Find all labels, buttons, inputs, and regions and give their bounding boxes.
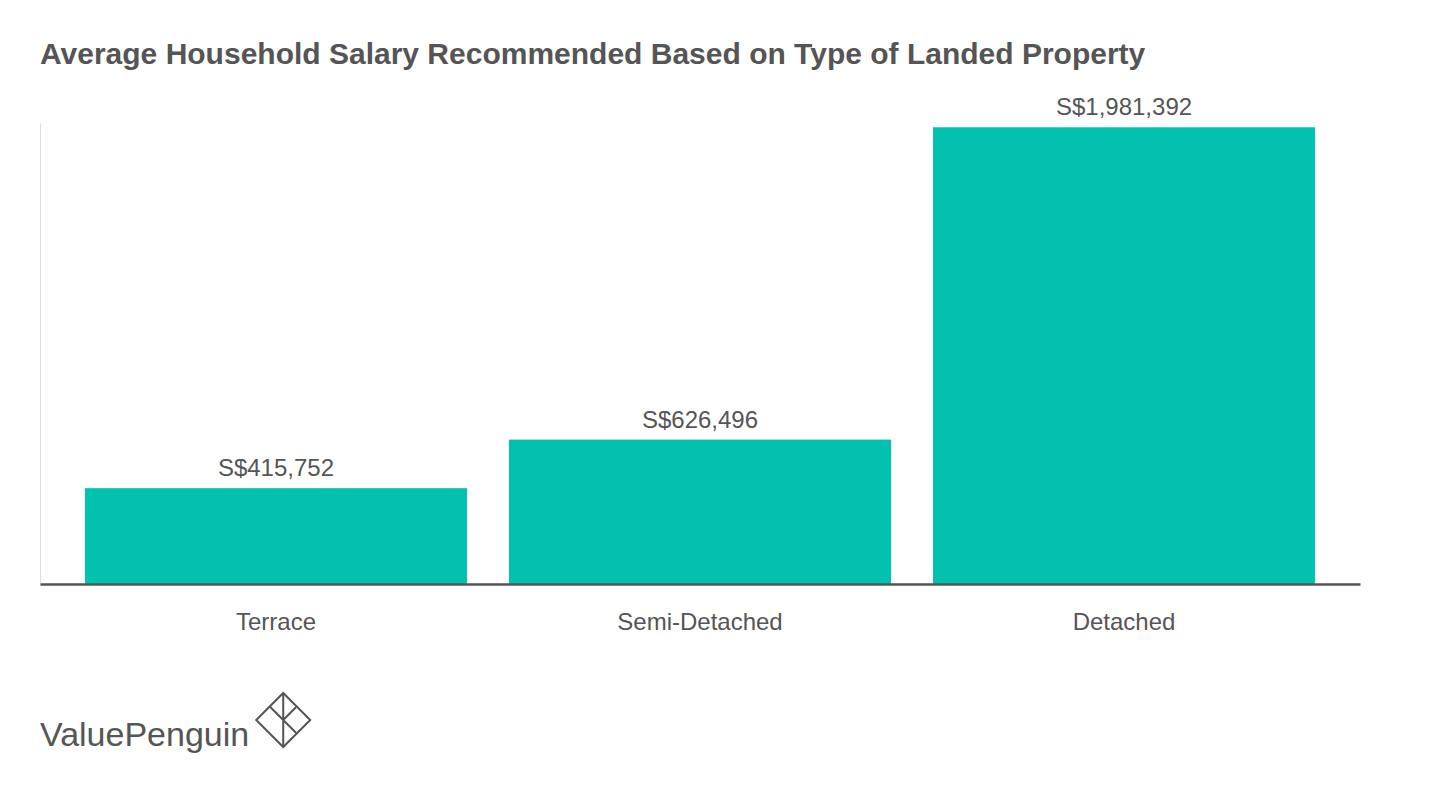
watermark: ValuePenguin: [40, 715, 249, 753]
x-tick-label: Detached: [1073, 608, 1176, 635]
x-axis: Terrace Semi-Detached Detached: [41, 584, 1361, 635]
x-tick-label: Terrace: [236, 608, 316, 635]
x-axis-line: [41, 583, 1361, 586]
bar: [85, 488, 467, 584]
data-label: S$415,752: [218, 454, 334, 481]
data-label: S$626,496: [642, 406, 758, 433]
data-labels: S$415,752 S$626,496 S$1,981,392: [218, 93, 1192, 481]
data-label: S$1,981,392: [1056, 93, 1192, 120]
logo-lines: [270, 693, 296, 747]
x-tick: Terrace: [236, 584, 316, 635]
chart-svg: Average Household Salary Recommended Bas…: [0, 0, 1440, 794]
x-tick: Detached: [1073, 584, 1176, 635]
bar: [933, 127, 1315, 584]
bars: [85, 127, 1315, 584]
logo-diamond: [256, 693, 310, 747]
chart-title: Average Household Salary Recommended Bas…: [40, 37, 1146, 70]
chart-container: Average Household Salary Recommended Bas…: [0, 0, 1440, 794]
bar: [509, 440, 891, 584]
y-axis: [40, 124, 41, 585]
y-axis-line: [40, 124, 41, 585]
x-tick: Semi-Detached: [617, 584, 782, 635]
logo-icon: [256, 693, 310, 747]
x-tick-label: Semi-Detached: [617, 608, 782, 635]
